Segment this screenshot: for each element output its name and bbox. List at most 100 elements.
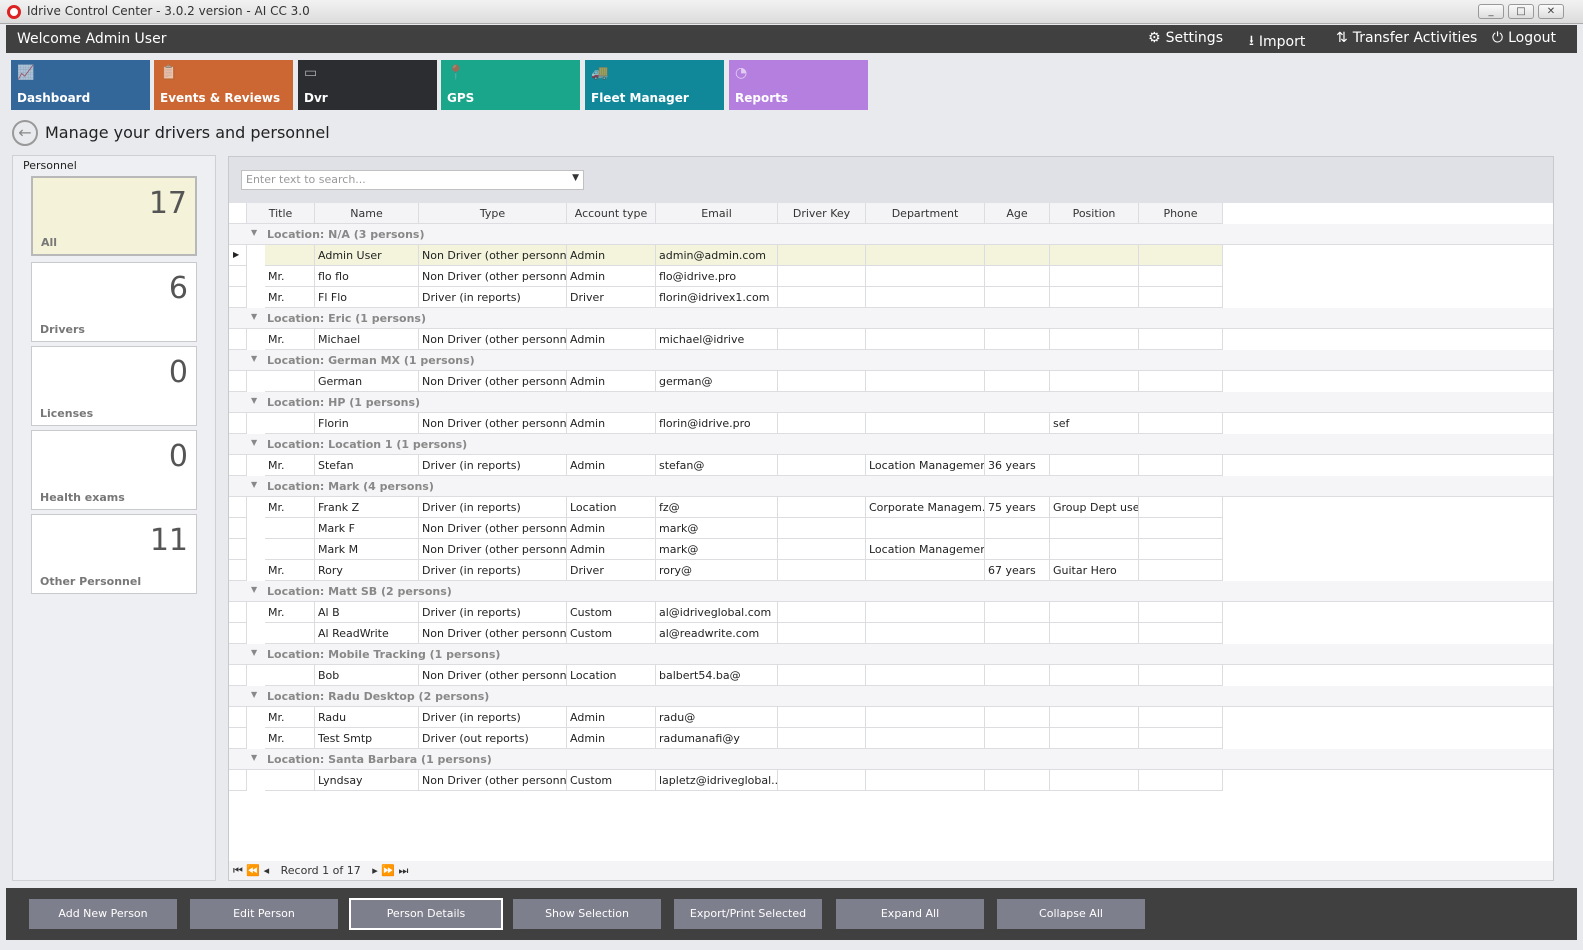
collapse-triangle-icon[interactable]: ▼ xyxy=(251,438,258,447)
column-header-position[interactable]: Position xyxy=(1050,203,1139,224)
column-header-driver-key[interactable]: Driver Key xyxy=(778,203,866,224)
table-row[interactable]: Mr. Radu Driver (in reports) Admin radu@ xyxy=(229,707,1223,728)
column-header-type[interactable]: Type xyxy=(419,203,567,224)
settings-label: Settings xyxy=(1165,30,1223,46)
table-row[interactable]: German Non Driver (other personnel) Admin g… xyxy=(229,371,1223,392)
cell-title xyxy=(265,623,315,644)
cell-department xyxy=(866,413,985,434)
minimize-button[interactable]: _ xyxy=(1478,4,1504,19)
table-row[interactable]: Mr. Test Smtp Driver (out reports) Admin rad… xyxy=(229,728,1223,749)
show-selection-button[interactable]: Show Selection xyxy=(513,899,661,929)
collapse-triangle-icon[interactable]: ▼ xyxy=(251,228,258,237)
personnel-card-other-personnel[interactable]: 11 Other Personnel xyxy=(31,514,197,594)
cell-title: Mr. xyxy=(265,287,315,308)
next-page-group-button[interactable]: ⏩ xyxy=(381,864,399,877)
column-header-phone[interactable]: Phone xyxy=(1139,203,1223,224)
tile-dvr[interactable]: ▭ Dvr xyxy=(298,60,437,110)
maximize-button[interactable]: □ xyxy=(1508,4,1534,19)
personnel-card-licenses[interactable]: 0 Licenses xyxy=(31,346,197,426)
personnel-card-drivers[interactable]: 6 Drivers xyxy=(31,262,197,342)
column-header-account-type[interactable]: Account type xyxy=(567,203,656,224)
cell-age xyxy=(985,539,1050,560)
table-row[interactable]: Mr. Fl Flo Driver (in reports) Driver florin… xyxy=(229,287,1223,308)
table-row[interactable]: Mr. Rory Driver (in reports) Driver rory@ 67 … xyxy=(229,560,1223,581)
tile-dashboard[interactable]: 📈 Dashboard xyxy=(11,60,150,110)
tile-fleet-manager[interactable]: 🚚 Fleet Manager xyxy=(585,60,724,110)
person-details-button[interactable]: Person Details xyxy=(349,898,503,930)
column-header-email[interactable]: Email xyxy=(656,203,778,224)
expand-all-button[interactable]: Expand All xyxy=(836,899,984,929)
edit-person-button[interactable]: Edit Person xyxy=(190,899,338,929)
row-indicator xyxy=(229,602,247,623)
table-row[interactable]: Mark M Non Driver (other personnel) Admin m… xyxy=(229,539,1223,560)
collapse-triangle-icon[interactable]: ▼ xyxy=(251,648,258,657)
dropdown-arrow-icon[interactable]: ▼ xyxy=(572,173,579,183)
group-row[interactable]: ▼ Location: HP (1 persons) xyxy=(229,392,1553,413)
close-button[interactable]: ✕ xyxy=(1538,4,1564,19)
back-arrow-icon[interactable]: ← xyxy=(12,120,38,146)
table-row[interactable]: Florin Non Driver (other personnel) Admin f… xyxy=(229,413,1223,434)
cell-phone xyxy=(1139,770,1223,791)
last-page-button[interactable]: ⏭ xyxy=(398,864,409,877)
transfer-activities-button[interactable]: ⇅ Transfer Activities xyxy=(1336,30,1477,46)
table-row[interactable]: Mr. Michael Non Driver (other personnel) Ad… xyxy=(229,329,1223,350)
cell-type: Non Driver (other personnel) xyxy=(419,245,567,266)
collapse-triangle-icon[interactable]: ▼ xyxy=(251,396,258,405)
collapse-triangle-icon[interactable]: ▼ xyxy=(251,312,258,321)
cell-email: florin@idrivex1.com xyxy=(656,287,778,308)
cell-account-type: Admin xyxy=(567,371,656,392)
tile-events-reviews[interactable]: 📋 Events & Reviews xyxy=(154,60,293,110)
clipboard-icon: 📋 xyxy=(160,65,178,81)
first-page-button[interactable]: ⏮ xyxy=(233,864,247,877)
table-row[interactable]: Bob Non Driver (other personnel) Location b… xyxy=(229,665,1223,686)
group-row[interactable]: ▼ Location: Location 1 (1 persons) xyxy=(229,434,1553,455)
table-row[interactable]: Mr. Frank Z Driver (in reports) Location fz@… xyxy=(229,497,1223,518)
cell-driver-key xyxy=(778,287,866,308)
column-header-department[interactable]: Department xyxy=(866,203,985,224)
collapse-all-button[interactable]: Collapse All xyxy=(997,899,1145,929)
table-row[interactable]: Al ReadWrite Non Driver (other personnel)… xyxy=(229,623,1223,644)
personnel-card-health-exams[interactable]: 0 Health exams xyxy=(31,430,197,510)
card-count: 0 xyxy=(168,355,188,390)
group-row[interactable]: ▼ Location: Matt SB (2 persons) xyxy=(229,581,1553,602)
group-row[interactable]: ▼ Location: Santa Barbara (1 persons) xyxy=(229,749,1553,770)
column-header-age[interactable]: Age xyxy=(985,203,1050,224)
prev-record-button[interactable]: ◂ xyxy=(263,864,273,877)
column-header-name[interactable]: Name xyxy=(315,203,419,224)
next-record-button[interactable]: ▸ xyxy=(372,864,382,877)
group-row[interactable]: ▼ Location: Mark (4 persons) xyxy=(229,476,1553,497)
cell-email: al@idriveglobal.com xyxy=(656,602,778,623)
column-header-title[interactable]: Title xyxy=(247,203,315,224)
tile-gps[interactable]: 📍 GPS xyxy=(441,60,580,110)
collapse-triangle-icon[interactable]: ▼ xyxy=(251,585,258,594)
table-row[interactable]: Mark F Non Driver (other personnel) Admin m… xyxy=(229,518,1223,539)
group-row[interactable]: ▼ Location: German MX (1 persons) xyxy=(229,350,1553,371)
settings-button[interactable]: ⚙ Settings xyxy=(1148,30,1223,46)
group-row[interactable]: ▼ Location: Mobile Tracking (1 persons) xyxy=(229,644,1553,665)
collapse-triangle-icon[interactable]: ▼ xyxy=(251,480,258,489)
prev-page-group-button[interactable]: ⏪ xyxy=(246,864,264,877)
tile-reports[interactable]: ◔ Reports xyxy=(729,60,868,110)
cell-department xyxy=(866,266,985,287)
table-row[interactable]: ▶ Admin User Non Driver (other personnel) A… xyxy=(229,245,1223,266)
collapse-triangle-icon[interactable]: ▼ xyxy=(251,690,258,699)
group-row[interactable]: ▼ Location: Radu Desktop (2 persons) xyxy=(229,686,1553,707)
add-new-person-button[interactable]: Add New Person xyxy=(29,899,177,929)
search-input[interactable]: Enter text to search... ▼ xyxy=(241,170,584,190)
table-row[interactable]: Mr. Stefan Driver (in reports) Admin stefan@… xyxy=(229,455,1223,476)
cell-name: Michael xyxy=(315,329,419,350)
download-icon: ⭳ xyxy=(1249,33,1254,49)
table-row[interactable]: Lyndsay Non Driver (other personnel) Custo… xyxy=(229,770,1223,791)
group-row[interactable]: ▼ Location: Eric (1 persons) xyxy=(229,308,1553,329)
personnel-card-all[interactable]: 17 All xyxy=(31,176,197,256)
row-indicator xyxy=(229,665,247,686)
collapse-triangle-icon[interactable]: ▼ xyxy=(251,354,258,363)
import-button[interactable]: ⭳ Import xyxy=(1249,30,1305,54)
export-print-selected-button[interactable]: Export/Print Selected xyxy=(674,899,822,929)
collapse-triangle-icon[interactable]: ▼ xyxy=(251,753,258,762)
group-row[interactable]: ▼ Location: N/A (3 persons) xyxy=(229,224,1553,245)
logout-button[interactable]: ⏻ Logout xyxy=(1492,30,1556,46)
group-label: Location: German MX (1 persons) xyxy=(267,354,475,367)
table-row[interactable]: Mr. Al B Driver (in reports) Custom al@idriv… xyxy=(229,602,1223,623)
table-row[interactable]: Mr. flo flo Non Driver (other personnel) Ad… xyxy=(229,266,1223,287)
